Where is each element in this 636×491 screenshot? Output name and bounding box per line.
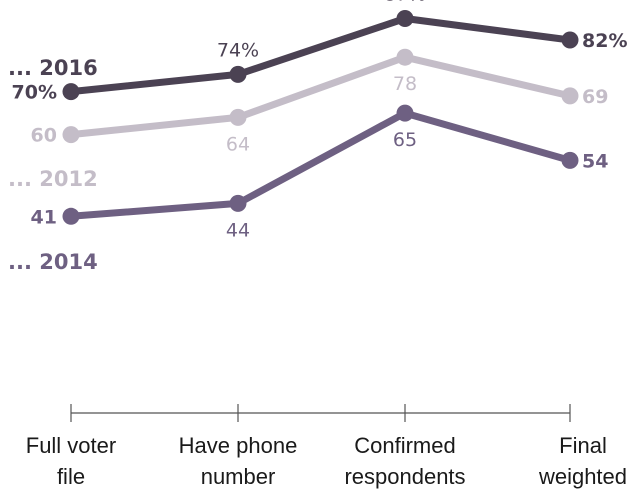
x-axis-labels: Full voter file Have phone number Confirmed r… <box>26 433 627 489</box>
data-label: 69 <box>582 86 608 108</box>
x-axis: Full voter file Have phone number Confirmed r… <box>26 404 627 489</box>
data-point <box>229 65 247 83</box>
data-label: 54 <box>582 150 608 172</box>
data-label: 87% <box>384 0 426 6</box>
data-label: 65 <box>393 129 417 151</box>
data-point <box>62 126 80 144</box>
data-point <box>561 31 579 49</box>
data-point <box>62 207 80 225</box>
data-label: 44 <box>226 219 250 241</box>
data-point <box>396 10 414 27</box>
series-line <box>67 15 574 96</box>
series-name-label: ... 2016 <box>8 56 98 80</box>
data-label: 64 <box>226 133 250 155</box>
x-tick-label: respondents <box>344 464 465 489</box>
x-tick-label: file <box>57 464 85 489</box>
data-label: 41 <box>31 206 57 228</box>
legend-labels: ... 2016 ... 2012 ... 2014 <box>8 56 98 274</box>
x-tick-label: Confirmed <box>354 433 455 458</box>
series-line <box>67 53 574 139</box>
series-points <box>62 10 579 225</box>
x-tick-label: Have phone <box>179 433 298 458</box>
data-label: 78 <box>393 73 417 95</box>
data-point <box>396 48 414 66</box>
series-name-label: ... 2014 <box>8 250 98 274</box>
x-tick-label: number <box>201 464 276 489</box>
x-tick-label: weighted <box>538 464 627 489</box>
series-lines <box>67 15 574 220</box>
data-label: 70% <box>12 82 57 104</box>
data-labels: 70% 74% 87% 82% 60 64 78 69 41 44 65 54 <box>12 0 628 241</box>
data-label: 74% <box>217 39 259 61</box>
data-point <box>561 151 579 169</box>
data-label: 60 <box>31 125 57 147</box>
data-label: 82% <box>582 30 627 52</box>
x-tick-label: Final <box>559 433 607 458</box>
series-line <box>67 109 574 220</box>
x-axis-ticks <box>70 404 571 422</box>
data-point <box>561 87 579 105</box>
x-tick-label: Full voter <box>26 433 116 458</box>
data-point <box>62 83 80 101</box>
data-point <box>396 104 414 122</box>
data-point <box>229 194 247 212</box>
data-point <box>229 108 247 126</box>
series-name-label: ... 2012 <box>8 167 98 191</box>
